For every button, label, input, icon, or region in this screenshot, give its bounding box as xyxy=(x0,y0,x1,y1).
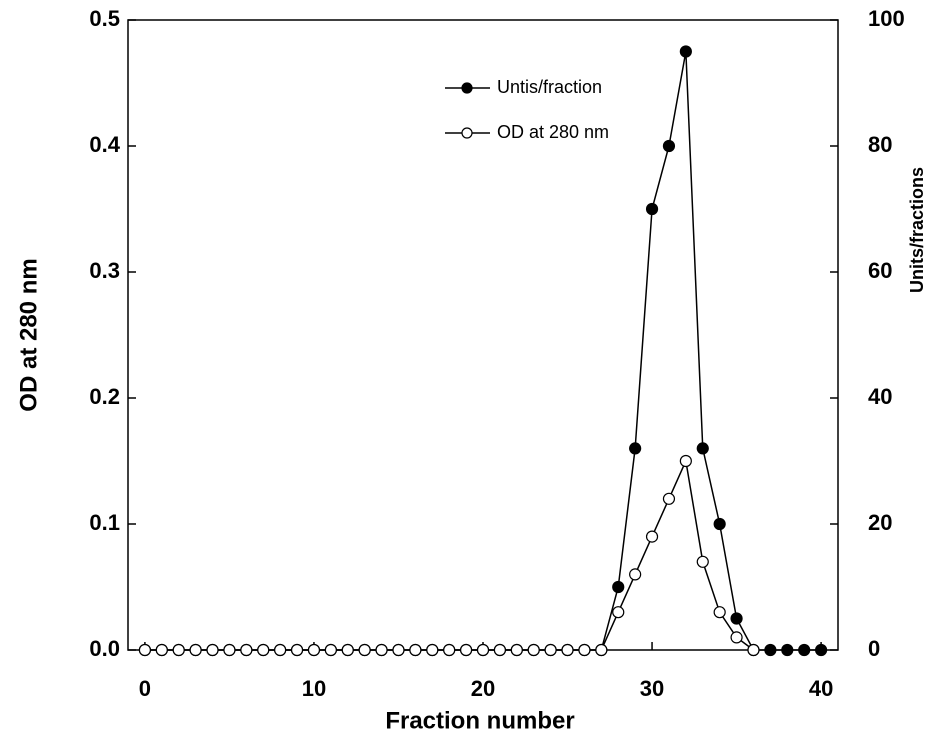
data-point xyxy=(493,643,507,657)
data-point xyxy=(764,643,777,657)
y2-tick-label: 60 xyxy=(868,258,892,283)
y-tick-label: 0.2 xyxy=(89,384,120,409)
x-tick-label: 10 xyxy=(302,676,326,701)
data-point xyxy=(612,580,625,594)
data-point xyxy=(578,643,591,657)
data-point xyxy=(730,612,743,625)
data-point xyxy=(426,643,439,657)
data-point xyxy=(443,643,456,657)
data-point xyxy=(696,555,709,568)
data-point xyxy=(544,643,557,657)
data-point xyxy=(341,643,354,657)
data-point xyxy=(679,45,692,58)
data-point xyxy=(459,643,473,657)
data-point xyxy=(240,643,253,657)
y-tick-label: 0.5 xyxy=(89,6,120,31)
data-point xyxy=(645,202,659,216)
data-point xyxy=(138,643,152,657)
data-point xyxy=(561,643,574,657)
series-line xyxy=(144,51,822,651)
data-point xyxy=(189,643,202,657)
data-point xyxy=(375,643,388,657)
data-point xyxy=(274,643,287,657)
data-point xyxy=(257,643,270,657)
data-point xyxy=(662,139,676,153)
y-tick-label: 0.3 xyxy=(89,258,120,283)
x-tick-label: 0 xyxy=(139,676,151,701)
y-tick-label: 0.0 xyxy=(89,636,120,661)
x-tick-label: 40 xyxy=(809,676,833,701)
data-point xyxy=(324,643,337,657)
data-point xyxy=(679,454,692,468)
data-point xyxy=(629,442,642,455)
y2-tick-label: 80 xyxy=(868,132,892,157)
y2-tick-label: 20 xyxy=(868,510,892,535)
x-tick-label: 30 xyxy=(640,676,664,701)
data-point xyxy=(409,643,422,657)
data-point xyxy=(629,568,642,581)
legend-label: Untis/fraction xyxy=(497,77,602,97)
data-point xyxy=(696,442,709,455)
data-point xyxy=(814,643,828,657)
data-point xyxy=(527,643,540,657)
data-point xyxy=(595,643,608,657)
y2-tick-label: 0 xyxy=(868,636,880,661)
plot-frame xyxy=(127,19,839,651)
data-point xyxy=(307,643,321,657)
y-tick-label: 0.1 xyxy=(89,510,120,535)
legend-marker xyxy=(461,82,473,94)
data-point xyxy=(662,492,676,505)
data-point xyxy=(290,643,304,657)
y2-tick-label: 100 xyxy=(868,6,905,31)
x-axis-title: Fraction number xyxy=(385,707,574,734)
series-line xyxy=(144,458,754,651)
data-point xyxy=(645,530,659,543)
data-point xyxy=(172,643,185,657)
data-point xyxy=(206,643,219,657)
data-point xyxy=(358,643,371,657)
x-tick-label: 20 xyxy=(471,676,495,701)
data-point xyxy=(747,643,760,657)
data-point xyxy=(612,606,625,619)
data-point xyxy=(798,643,811,657)
data-point xyxy=(730,631,743,644)
y-tick-label: 0.4 xyxy=(89,132,120,157)
y2-tick-label: 40 xyxy=(868,384,892,409)
legend-label: OD at 280 nm xyxy=(497,122,609,142)
data-point xyxy=(392,643,405,657)
legend-marker xyxy=(461,127,473,139)
y2-axis-title: Units/fractions xyxy=(907,167,927,293)
data-point xyxy=(781,643,794,657)
data-point xyxy=(155,643,168,657)
data-point xyxy=(713,517,726,531)
y-axis-title: OD at 280 nm xyxy=(15,258,42,411)
data-point xyxy=(223,643,236,657)
data-point xyxy=(713,606,726,619)
data-point xyxy=(510,643,523,657)
data-point xyxy=(476,643,490,657)
